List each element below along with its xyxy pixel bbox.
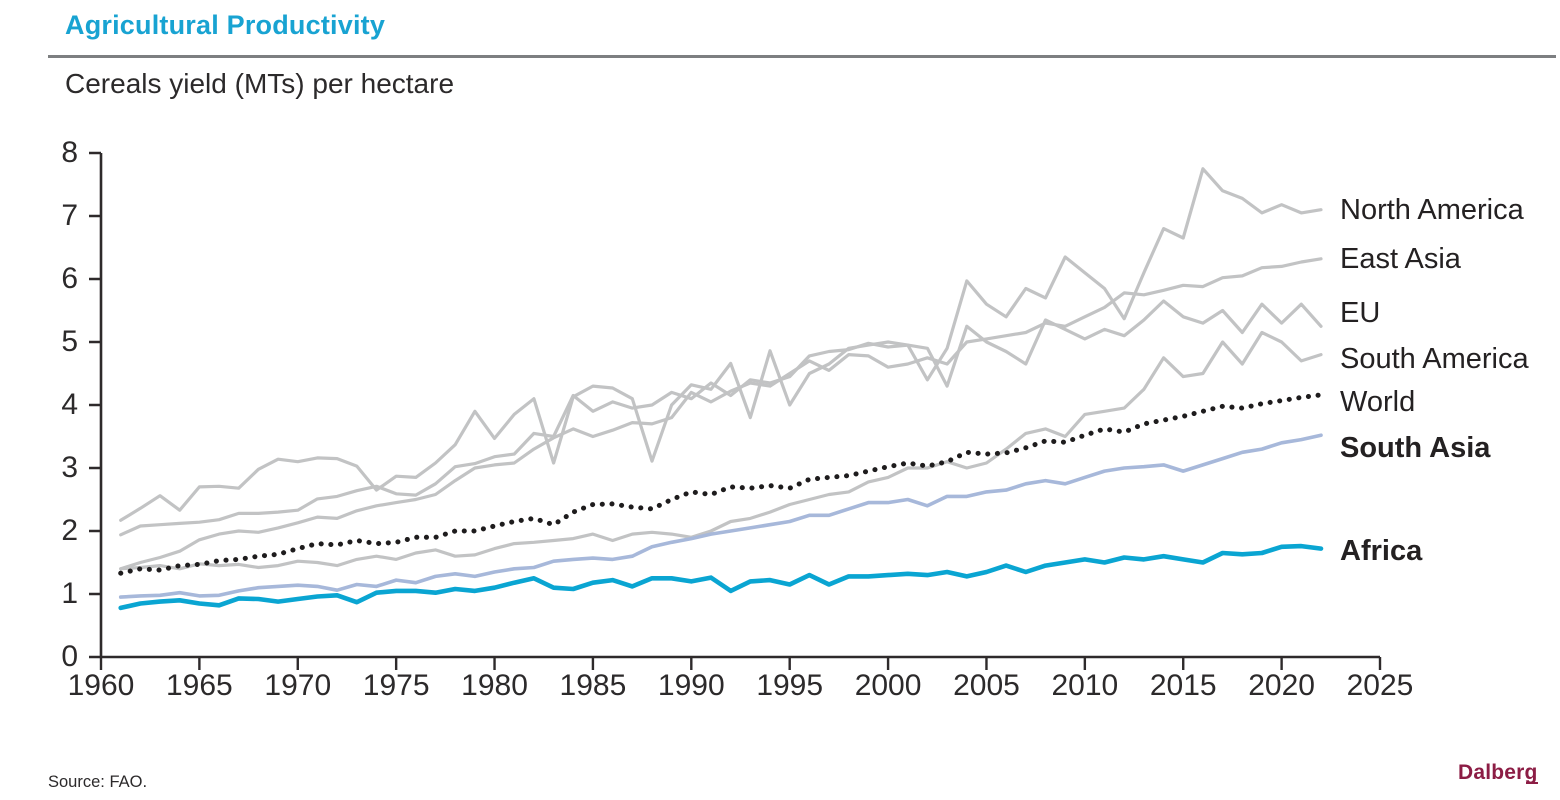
x-tick-label-1985: 1985	[559, 669, 627, 702]
x-tick-label-2025: 2025	[1346, 669, 1414, 702]
series-label-north-america: North America	[1340, 193, 1524, 226]
chart-subtitle: Cereals yield (MTs) per hectare	[65, 68, 455, 99]
x-tick-label-1995: 1995	[756, 669, 824, 702]
x-tick-label-1990: 1990	[657, 669, 725, 702]
x-tick-label-2015: 2015	[1149, 669, 1217, 702]
title-divider	[48, 55, 1556, 58]
y-tick-label-1: 1	[61, 577, 78, 610]
y-tick-label-7: 7	[61, 199, 78, 232]
series-line-north-america	[119, 167, 1323, 522]
series-label-eu: EU	[1340, 297, 1381, 330]
dalberg-logo: Dalberg	[1458, 761, 1538, 784]
y-tick-label-6: 6	[61, 262, 78, 295]
x-tick-label-1980: 1980	[461, 669, 528, 702]
x-tick-label-1960: 1960	[67, 669, 135, 702]
x-tick-label-2010: 2010	[1051, 669, 1119, 702]
y-tick-label-0: 0	[61, 640, 78, 673]
y-tick-label-8: 8	[61, 136, 78, 169]
series-line-east-asia	[119, 257, 1323, 571]
series-label-africa: Africa	[1340, 534, 1423, 567]
axis-lines	[99, 153, 1380, 659]
series-label-east-asia: East Asia	[1340, 242, 1461, 275]
x-tick-label-1975: 1975	[362, 669, 430, 702]
x-tick-label-2000: 2000	[854, 669, 922, 702]
source-note: Source: FAO.	[48, 773, 148, 791]
y-tick-label-2: 2	[61, 514, 78, 547]
series-label-world: World	[1340, 385, 1416, 418]
x-tick-label-2020: 2020	[1248, 669, 1315, 702]
axis-ticks	[89, 151, 1382, 670]
series-line-world	[118, 392, 1324, 576]
series-line-south-america	[119, 330, 1323, 571]
x-tick-label-1970: 1970	[264, 669, 332, 702]
y-tick-label-3: 3	[61, 451, 78, 484]
series-line-eu	[119, 299, 1323, 537]
page-title: Agricultural Productivity	[65, 10, 386, 40]
series-label-south-america: South America	[1340, 342, 1529, 375]
x-tick-label-2005: 2005	[953, 669, 1020, 702]
series-label-south-asia: South Asia	[1340, 432, 1491, 465]
x-tick-label-1965: 1965	[166, 669, 233, 702]
series-line-africa	[118, 543, 1324, 611]
y-tick-label-5: 5	[61, 325, 78, 358]
series-line-south-asia	[118, 433, 1323, 599]
y-tick-label-4: 4	[61, 388, 78, 421]
